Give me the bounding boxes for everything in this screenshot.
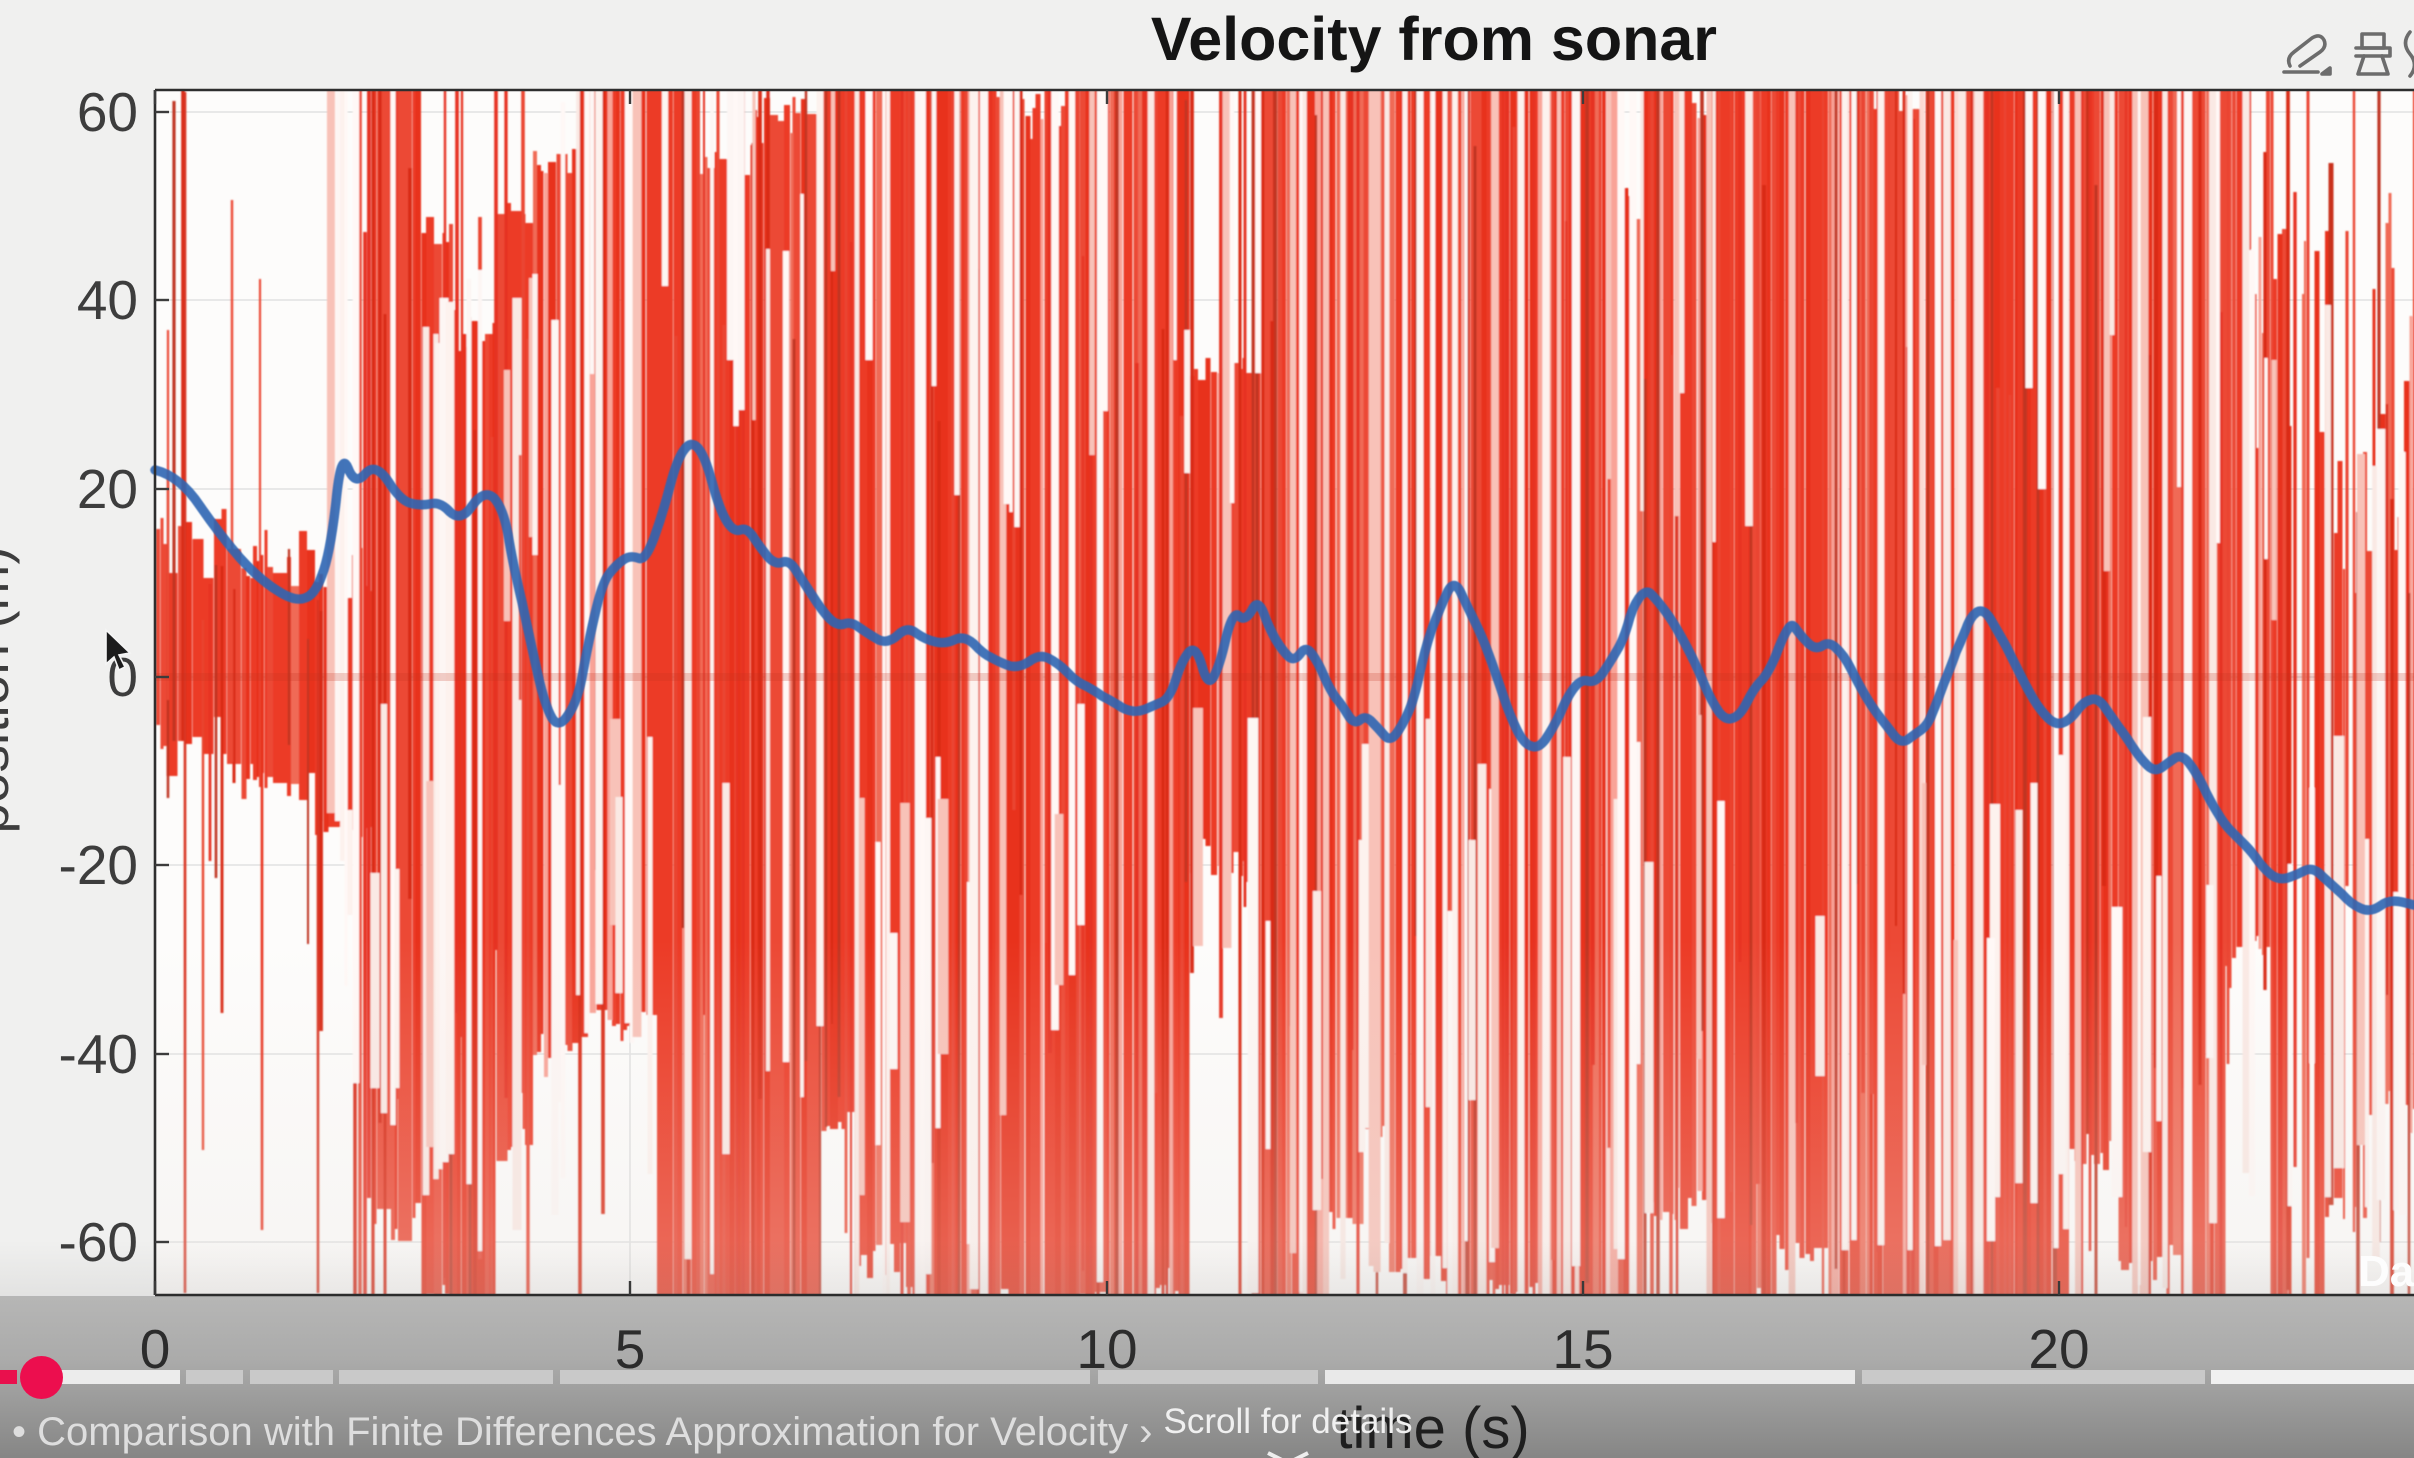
svg-text:20: 20	[2028, 1318, 2089, 1380]
svg-text:20: 20	[77, 458, 138, 520]
svg-text:15: 15	[1552, 1318, 1613, 1380]
svg-text:-60: -60	[59, 1211, 139, 1273]
svg-text:10: 10	[1076, 1318, 1137, 1380]
svg-text:5: 5	[615, 1318, 646, 1380]
svg-text:40: 40	[77, 269, 138, 331]
svg-text:60: 60	[77, 81, 138, 143]
svg-text:-40: -40	[59, 1023, 139, 1085]
svg-text:time (s): time (s)	[1336, 1396, 1529, 1458]
svg-text:Velocity from sonar: Velocity from sonar	[1151, 5, 1717, 73]
svg-text:position (m): position (m)	[0, 546, 20, 833]
svg-text:-20: -20	[59, 834, 139, 896]
svg-text:0: 0	[140, 1318, 171, 1380]
